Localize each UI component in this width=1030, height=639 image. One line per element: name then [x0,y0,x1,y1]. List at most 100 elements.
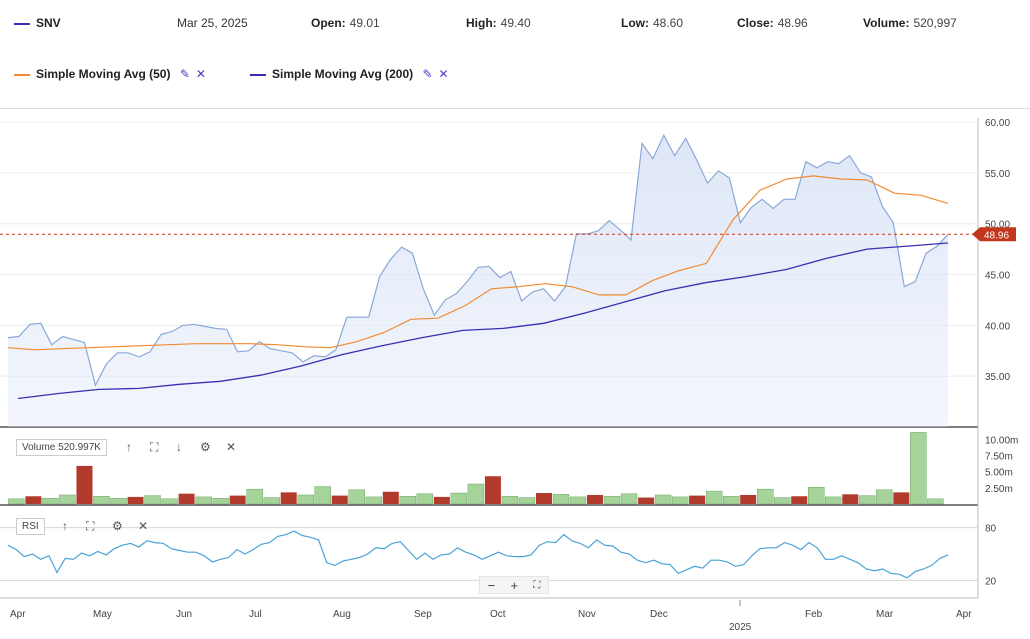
volume-bar [501,496,519,505]
quote-date: Mar 25, 2025 [177,16,248,30]
volume-bar [246,488,263,505]
symbol-swatch [14,22,30,25]
volume-bar [348,489,365,505]
symbol-legend: SNV [14,16,61,30]
volume-field: Volume: 520,997 [863,16,957,30]
close-icon[interactable]: ✕ [438,67,449,81]
rsi-tick-label: 80 [985,524,997,535]
pencil-icon[interactable]: ✎ [422,67,433,81]
month-label: Jun [176,609,192,620]
month-label: Feb [805,609,823,620]
volume-tick-label: 7.50m [985,452,1013,463]
maximize-icon[interactable]: ⛶ [150,440,159,454]
volume-bar [774,497,791,505]
volume-bar [859,495,876,505]
zoom-in-button[interactable]: + [510,577,519,593]
volume-value: 520,997 [913,16,957,30]
price-tick-label: 55.00 [985,169,1010,180]
volume-bar [740,494,757,504]
volume-bar [876,489,893,505]
price-tick-label: 35.00 [985,372,1010,383]
volume-bar [484,476,501,504]
volume-bar [59,494,76,505]
volume-tick-label: 2.50m [985,484,1013,495]
volume-bar [314,486,331,505]
volume-bar [791,496,808,504]
volume-bar [331,495,348,504]
volume-bar [76,465,93,504]
volume-bar [927,498,944,505]
volume-bar [808,487,825,505]
low-value: 48.60 [653,16,684,30]
volume-bar [161,498,178,505]
price-tick-label: 60.00 [985,118,1010,129]
gear-icon[interactable]: ⚙ [112,519,123,533]
close-icon[interactable]: ✕ [138,519,149,533]
volume-bar [297,494,314,505]
fit-view-icon[interactable]: ⛶ [533,579,541,591]
price-tick-label: 50.00 [985,220,1010,231]
volume-bar [450,492,468,505]
open-field: Open: 49.01 [311,16,380,30]
volume-bar [42,497,59,505]
low-label: Low: [621,16,649,30]
volume-bar [229,495,246,504]
volume-bar [93,496,110,505]
month-label: Dec [650,609,668,620]
close-icon[interactable]: ✕ [226,440,237,454]
volume-bar [8,498,25,505]
move-up-icon[interactable]: ↑ [126,440,132,454]
volume-tick-label: 5.00m [985,468,1013,479]
volume-bar [910,432,927,505]
close-label: Close: [737,16,774,30]
close-field: Close: 48.96 [737,16,808,30]
volume-bar [433,496,450,504]
rsi-badge: RSI [16,518,45,535]
high-field: High: 49.40 [466,16,531,30]
year-label: 2025 [729,622,752,633]
volume-bar [25,496,42,504]
high-label: High: [466,16,497,30]
volume-bar [705,490,723,505]
quote-header: SNV Mar 25, 2025 Open: 49.01 High: 49.40 L… [0,8,1030,38]
volume-bar [518,497,536,505]
volume-bar [757,488,774,505]
volume-bar [195,496,212,505]
volume-bar [212,497,229,505]
volume-badge: Volume 520.997K [16,439,107,456]
month-label: May [93,609,112,620]
divider [0,108,1030,109]
move-up-icon[interactable]: ↑ [62,519,68,533]
zoom-out-button[interactable]: − [487,577,496,593]
volume-bar [587,494,604,504]
volume-bar [671,496,689,505]
sma200-swatch [250,73,266,76]
high-value: 49.40 [500,16,531,30]
close-value: 48.96 [777,16,808,30]
volume-bar [569,496,587,505]
volume-bar [399,496,417,505]
month-label: Apr [956,609,972,620]
sma50-line [7,175,949,351]
volume-bar [467,483,485,505]
study-sma200: Simple Moving Avg (200) ✎ ✕ [250,67,449,81]
low-field: Low: 48.60 [621,16,683,30]
sma50-swatch [14,73,30,76]
open-label: Open: [311,16,346,30]
close-icon[interactable]: ✕ [195,67,206,81]
volume-bar [263,497,280,505]
gear-icon[interactable]: ⚙ [200,440,211,454]
volume-bar [689,495,706,504]
rsi-line [7,530,949,579]
volume-tick-label: 10.00m [985,435,1018,446]
month-label: Oct [490,609,506,620]
volume-bar [365,496,383,505]
month-label: Aug [333,609,351,620]
price-tick-label: 40.00 [985,321,1010,332]
volume-label: Volume: [863,16,910,30]
move-down-icon[interactable]: ↓ [176,440,182,454]
volume-bar [638,497,655,504]
pencil-icon[interactable]: ✎ [179,67,190,81]
maximize-icon[interactable]: ⛶ [86,519,95,533]
